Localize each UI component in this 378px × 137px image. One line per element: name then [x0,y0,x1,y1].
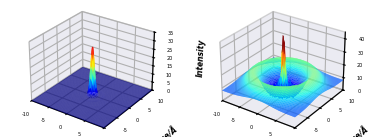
Y-axis label: distance/Å: distance/Å [330,125,371,137]
Y-axis label: distance/Å: distance/Å [139,125,180,137]
